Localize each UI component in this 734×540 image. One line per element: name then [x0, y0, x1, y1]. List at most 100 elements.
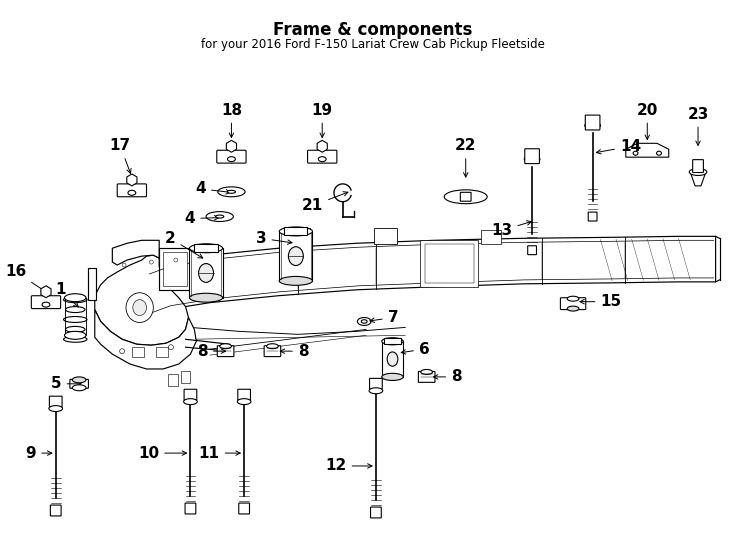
Ellipse shape	[120, 349, 125, 354]
Text: 2: 2	[165, 231, 203, 258]
Ellipse shape	[126, 293, 153, 322]
Text: 1: 1	[55, 282, 79, 307]
Ellipse shape	[184, 399, 197, 404]
Text: 8: 8	[280, 343, 308, 359]
FancyBboxPatch shape	[528, 246, 537, 255]
Polygon shape	[690, 172, 706, 186]
Text: 16: 16	[5, 265, 46, 292]
Text: 3: 3	[256, 231, 292, 246]
Ellipse shape	[279, 227, 313, 236]
Text: 4: 4	[195, 181, 230, 197]
Polygon shape	[142, 237, 716, 318]
Ellipse shape	[237, 399, 251, 404]
FancyBboxPatch shape	[184, 389, 197, 400]
Bar	[189, 248, 222, 298]
Ellipse shape	[189, 244, 222, 253]
Bar	[382, 341, 403, 377]
Ellipse shape	[64, 336, 87, 342]
Ellipse shape	[444, 190, 487, 204]
Ellipse shape	[189, 293, 222, 302]
Ellipse shape	[64, 296, 87, 302]
Ellipse shape	[319, 157, 326, 161]
Bar	[88, 268, 95, 300]
Text: 6: 6	[401, 342, 429, 357]
Ellipse shape	[64, 316, 87, 322]
FancyBboxPatch shape	[371, 507, 381, 518]
Bar	[425, 244, 473, 283]
Ellipse shape	[65, 326, 85, 332]
Ellipse shape	[65, 307, 85, 313]
Text: 18: 18	[221, 103, 242, 138]
FancyBboxPatch shape	[32, 296, 61, 308]
Polygon shape	[112, 240, 159, 265]
Ellipse shape	[361, 320, 367, 323]
Text: 5: 5	[51, 376, 81, 392]
Bar	[420, 240, 479, 287]
Polygon shape	[95, 255, 189, 345]
Bar	[132, 347, 144, 357]
Bar	[159, 248, 190, 290]
Ellipse shape	[65, 332, 86, 339]
Bar	[168, 374, 178, 386]
Ellipse shape	[49, 406, 62, 411]
Bar	[163, 252, 186, 286]
Ellipse shape	[174, 258, 178, 262]
FancyBboxPatch shape	[117, 184, 147, 197]
Bar	[193, 258, 209, 282]
FancyBboxPatch shape	[70, 380, 88, 388]
Text: 8: 8	[197, 343, 225, 359]
FancyBboxPatch shape	[460, 192, 471, 201]
Ellipse shape	[421, 369, 432, 374]
FancyBboxPatch shape	[693, 160, 703, 172]
Ellipse shape	[206, 212, 233, 221]
Ellipse shape	[65, 294, 86, 302]
Bar	[156, 347, 168, 357]
Ellipse shape	[585, 122, 600, 129]
FancyBboxPatch shape	[560, 298, 586, 309]
Ellipse shape	[369, 388, 382, 394]
Bar	[284, 227, 308, 235]
FancyBboxPatch shape	[239, 503, 250, 514]
Ellipse shape	[228, 157, 236, 161]
FancyBboxPatch shape	[264, 346, 280, 356]
Text: 17: 17	[109, 138, 131, 173]
FancyBboxPatch shape	[369, 379, 382, 389]
Polygon shape	[127, 174, 137, 186]
Ellipse shape	[387, 352, 398, 366]
Polygon shape	[317, 140, 327, 152]
Bar	[374, 228, 397, 244]
Bar	[195, 244, 218, 252]
Text: 7: 7	[370, 310, 399, 325]
Ellipse shape	[633, 151, 638, 155]
Ellipse shape	[567, 306, 579, 311]
Ellipse shape	[656, 151, 661, 155]
Text: 15: 15	[580, 294, 622, 309]
Text: 4: 4	[185, 211, 219, 226]
FancyBboxPatch shape	[217, 150, 246, 163]
Bar	[286, 228, 310, 244]
Polygon shape	[226, 140, 236, 152]
Ellipse shape	[128, 190, 136, 195]
Bar	[279, 232, 313, 281]
Ellipse shape	[199, 264, 214, 282]
Ellipse shape	[42, 302, 50, 307]
Text: 11: 11	[199, 446, 240, 461]
Text: Frame & components: Frame & components	[273, 21, 473, 38]
Ellipse shape	[567, 296, 579, 301]
Polygon shape	[41, 286, 51, 298]
Bar	[181, 371, 190, 383]
Ellipse shape	[219, 344, 231, 349]
FancyBboxPatch shape	[185, 503, 196, 514]
Ellipse shape	[133, 300, 147, 315]
Ellipse shape	[73, 385, 86, 391]
FancyBboxPatch shape	[525, 148, 539, 164]
Text: 23: 23	[687, 106, 709, 145]
Ellipse shape	[288, 247, 303, 266]
FancyBboxPatch shape	[51, 505, 61, 516]
Polygon shape	[626, 143, 669, 157]
Ellipse shape	[279, 276, 313, 285]
Polygon shape	[95, 309, 196, 369]
Text: 9: 9	[26, 446, 52, 461]
FancyBboxPatch shape	[308, 150, 337, 163]
Ellipse shape	[689, 168, 707, 176]
